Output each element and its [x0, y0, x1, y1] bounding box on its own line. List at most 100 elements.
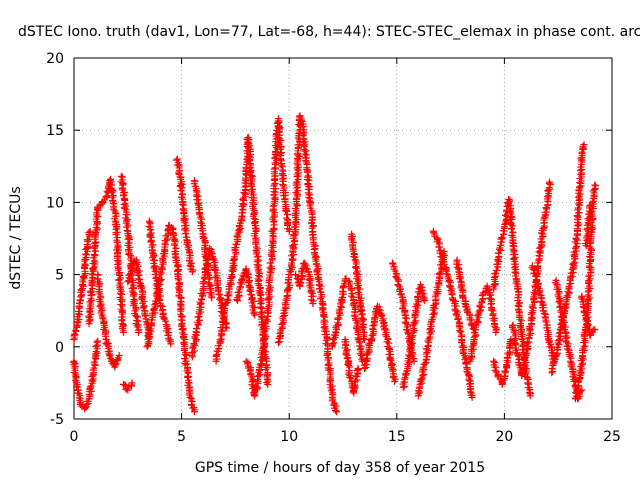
- data-point-trace: [564, 287, 572, 295]
- data-point-trace: [194, 313, 202, 321]
- data-point-trace: [113, 224, 121, 232]
- data-point-trace: [532, 272, 540, 280]
- data-point-trace: [152, 273, 160, 281]
- data-point-trace: [128, 381, 135, 389]
- data-point-trace: [393, 274, 401, 282]
- data-point: [361, 336, 369, 344]
- data-point-trace: [213, 281, 221, 289]
- data-point-trace: [526, 390, 534, 398]
- data-point-trace: [283, 294, 291, 302]
- data-point-trace: [119, 326, 127, 334]
- data-point-trace: [262, 317, 270, 325]
- data-point-trace: [303, 265, 311, 273]
- x-axis-label: GPS time / hours of day 358 of year 2015: [195, 460, 485, 476]
- data-point-trace: [174, 274, 182, 282]
- data-point-trace: [576, 175, 584, 183]
- data-point-trace: [72, 327, 80, 335]
- data-point-trace: [166, 338, 174, 346]
- data-point-trace: [185, 391, 193, 399]
- data-point-trace: [337, 300, 345, 308]
- data-point-trace: [246, 287, 254, 295]
- data-point-trace: [179, 205, 187, 213]
- data-point-trace: [97, 309, 105, 317]
- data-point-trace: [268, 262, 276, 270]
- data-point-trace: [539, 307, 547, 315]
- data-point-trace: [209, 254, 217, 262]
- data-point-trace: [507, 225, 515, 233]
- data-point-trace: [246, 283, 254, 291]
- data-point-trace: [140, 303, 148, 311]
- data-point-trace: [564, 345, 572, 353]
- data-point-trace: [259, 345, 267, 353]
- data-point-trace: [302, 157, 310, 165]
- data-point-trace: [335, 307, 343, 315]
- data-point-trace: [455, 275, 463, 283]
- data-point-trace: [574, 377, 582, 385]
- data-point-trace: [192, 324, 200, 332]
- data-point-trace: [329, 395, 337, 403]
- data-point-trace: [572, 234, 580, 242]
- data-point-trace: [235, 288, 243, 296]
- data-point-trace: [422, 356, 430, 364]
- data-point-trace: [297, 278, 305, 286]
- data-point-trace: [408, 339, 416, 347]
- data-point-trace: [80, 274, 88, 282]
- data-point-trace: [395, 277, 403, 285]
- data-point-trace: [179, 326, 187, 334]
- data-point-trace: [589, 326, 597, 334]
- data-point-trace: [184, 245, 192, 253]
- y-tick-label: 15: [46, 123, 64, 139]
- data-point-trace: [220, 305, 228, 313]
- data-point-trace: [129, 298, 137, 306]
- data-point-trace: [588, 222, 596, 230]
- data-point-trace: [96, 303, 104, 311]
- data-point-trace: [274, 119, 282, 127]
- data-point-trace: [512, 340, 520, 348]
- data-point-trace: [572, 389, 580, 397]
- data-point-trace: [367, 336, 375, 344]
- data-point-trace: [75, 299, 83, 307]
- data-point-trace: [206, 274, 214, 282]
- data-point-trace: [371, 314, 379, 322]
- data-point-trace: [418, 374, 426, 382]
- data-point-trace: [78, 286, 86, 294]
- data-point-trace: [293, 190, 301, 198]
- y-axis-label: dSTEC / TECUs: [8, 186, 24, 289]
- data-point-trace: [375, 308, 383, 316]
- data-point-trace: [90, 251, 98, 259]
- data-point-trace: [292, 188, 300, 196]
- data-point-trace: [588, 327, 596, 335]
- data-point-trace: [457, 278, 465, 286]
- data-point-trace: [402, 319, 410, 327]
- data-point-trace: [307, 200, 315, 208]
- data-point-trace: [509, 325, 517, 333]
- data-point-trace: [501, 368, 509, 376]
- data-point-trace: [447, 286, 455, 294]
- data-point-trace: [123, 226, 131, 234]
- data-point-trace: [277, 326, 285, 334]
- data-point-trace: [286, 225, 294, 233]
- grid-lines: [74, 58, 612, 419]
- data-point-trace: [322, 337, 330, 345]
- data-point-trace: [592, 182, 600, 190]
- data-point-trace: [356, 350, 364, 358]
- data-point-trace: [197, 303, 205, 311]
- data-point-trace: [497, 375, 505, 383]
- data-point-trace: [123, 215, 131, 223]
- data-point-trace: [237, 279, 245, 287]
- data-point-trace: [407, 338, 415, 346]
- data-point-trace: [550, 358, 558, 366]
- data-point-trace: [245, 157, 253, 165]
- data-point-trace: [542, 318, 550, 326]
- data-point-trace: [230, 265, 238, 273]
- data-point-trace: [121, 381, 129, 389]
- data-point-trace: [135, 275, 143, 283]
- data-point-trace: [536, 287, 544, 295]
- data-point-trace: [467, 388, 475, 396]
- data-point-trace: [523, 367, 531, 375]
- data-point-trace: [149, 252, 157, 260]
- data-point-trace: [545, 179, 553, 187]
- data-point-trace: [281, 207, 289, 215]
- data-point-trace: [70, 361, 78, 369]
- data-point-trace: [344, 353, 352, 361]
